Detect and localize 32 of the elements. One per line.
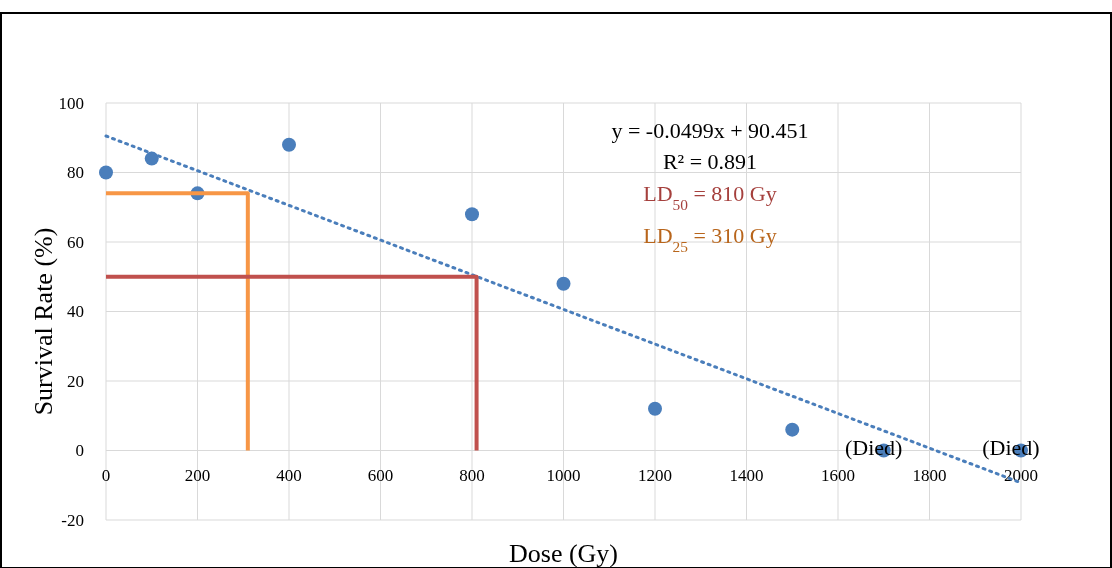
x-tick-label: 2000 — [1004, 465, 1038, 485]
point — [282, 137, 296, 152]
point — [785, 422, 800, 437]
y-tick-label: 100 — [58, 93, 84, 113]
point — [648, 401, 662, 416]
y-tick-label: 20 — [67, 371, 84, 391]
y-tick-label: 80 — [67, 163, 84, 183]
x-tick-label: 1600 — [821, 465, 855, 485]
annotation: R² = 0.891 — [662, 149, 758, 174]
x-tick-label: 1000 — [546, 465, 581, 485]
y-tick-label: 40 — [67, 302, 84, 322]
point — [99, 165, 113, 180]
x-tick-label: 1200 — [638, 465, 672, 485]
annotation: (Died) — [982, 434, 1040, 460]
annotation: LD$_{25}$ = 310 Gy — [643, 223, 777, 255]
x-tick-label: 200 — [184, 465, 211, 485]
y-axis-title: Survival Rate (%) — [29, 227, 58, 416]
x-tick-label: 600 — [367, 465, 394, 485]
annotation: LD$_{50}$ = 810 Gy — [643, 181, 777, 213]
y-tick-label: 0 — [75, 441, 84, 461]
annotation: y = -0.0499x + 90.451 — [611, 118, 809, 143]
x-tick-label: 400 — [276, 465, 302, 485]
annotation: (Died) — [845, 434, 903, 460]
x-axis-title: Dose (Gy) — [508, 539, 619, 568]
y-tick-label: 60 — [67, 232, 84, 252]
point — [556, 276, 571, 291]
y-tick-label: -20 — [61, 510, 84, 530]
x-tick-label: 1800 — [912, 465, 947, 485]
x-tick-label: 800 — [459, 465, 485, 485]
point — [465, 207, 479, 222]
x-tick-label: 1400 — [729, 465, 764, 485]
x-tick-label: 0 — [101, 465, 111, 485]
